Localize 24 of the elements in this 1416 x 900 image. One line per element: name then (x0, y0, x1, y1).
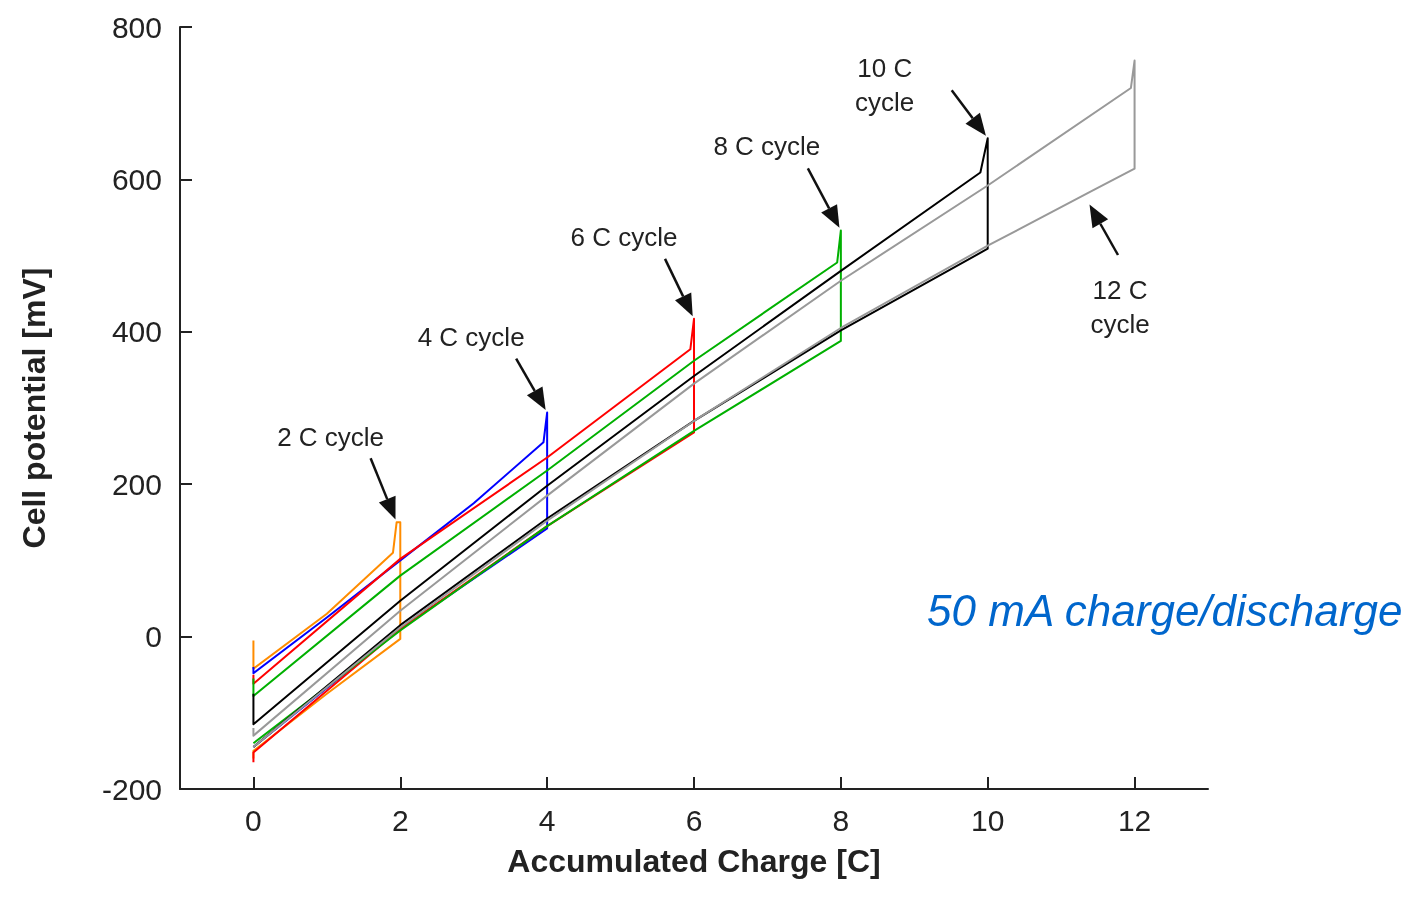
annotation: 6 C cycle (570, 221, 678, 252)
y-tick-label: 600 (111, 162, 162, 196)
y-tick-label: 400 (111, 315, 162, 349)
annotation: 2 C cycle (277, 422, 385, 453)
annotation: 10 C cycle (855, 53, 915, 118)
x-tick-label: 4 (538, 803, 556, 837)
y-tick-label: 800 (111, 10, 162, 44)
line-series (252, 317, 695, 764)
annotation: 12 C cycle (1090, 275, 1150, 339)
annotation: 8 C cycle (713, 131, 821, 162)
x-tick-label: 0 (245, 803, 262, 837)
annotation: 50 mA charge/discharge (927, 585, 1403, 635)
y-tick-label: 0 (145, 620, 162, 654)
x-tick-label: 2 (391, 803, 409, 837)
y-tick-label: 200 (111, 467, 162, 501)
annotation: 4 C cycle (417, 321, 525, 352)
line-series (252, 229, 842, 745)
x-tick-label: 6 (685, 803, 703, 837)
x-tick-label: 12 (1117, 803, 1152, 837)
y-axis-title: Cell potential [mV] (16, 267, 52, 549)
y-tick-label: -200 (101, 772, 162, 806)
x-tick-label: 10 (971, 803, 1005, 837)
x-tick-label: 8 (832, 803, 850, 837)
x-axis-title: Accumulated Charge [C] (507, 843, 881, 879)
